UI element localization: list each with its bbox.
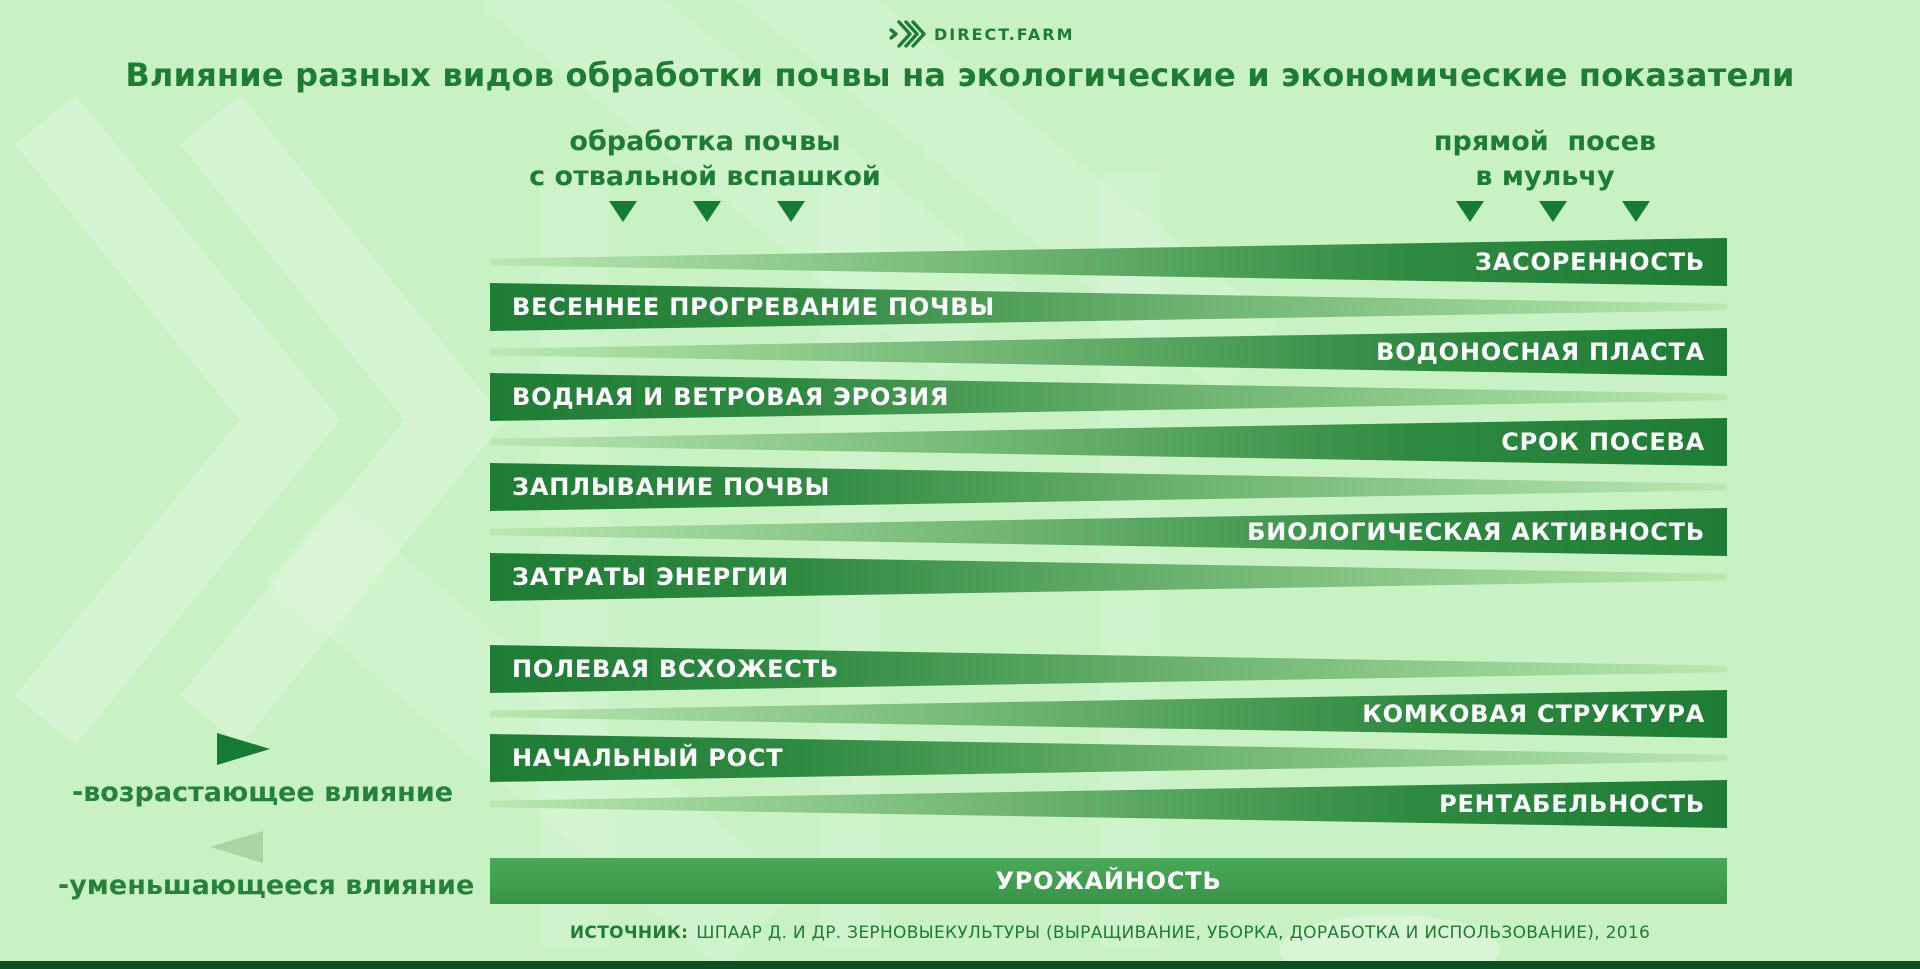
indicator-label: ВОДНАЯ И ВЕТРОВАЯ ЭРОЗИЯ (512, 383, 950, 411)
increasing-influence-label: -возрастающее влияние (72, 777, 454, 808)
indicator-wedge-zasorennost: ЗАСОРЕННОСТЬ (490, 238, 1727, 286)
indicator-wedge-komkovaya-struktura: КОМКОВАЯ СТРУКТУРА (490, 690, 1727, 738)
down-triangle-icon (1456, 201, 1484, 222)
left-header-arrows (609, 201, 805, 222)
footer-strip (0, 961, 1920, 969)
left-column-header-line2: с отвальной вспашкой (529, 161, 881, 192)
decreasing-influence-label: -уменьшающееся влияние (58, 870, 475, 901)
down-triangle-icon (693, 201, 721, 222)
down-triangle-icon (609, 201, 637, 222)
indicator-label: ЗАСОРЕННОСТЬ (1474, 248, 1705, 276)
indicator-wedge-vodnaya-erozia: ВОДНАЯ И ВЕТРОВАЯ ЭРОЗИЯ (490, 373, 1727, 421)
brand-logo-text: DIRECT.FARM (934, 24, 1075, 44)
right-header-arrows (1456, 201, 1650, 222)
indicator-wedge-biologicheskaya-aktivnost: БИОЛОГИЧЕСКАЯ АКТИВНОСТЬ (490, 508, 1727, 556)
indicator-wedge-zaplyvanie-pochvy: ЗАПЛЫВАНИЕ ПОЧВЫ (490, 463, 1727, 511)
source-text: ШПААР Д. И ДР. ЗЕРНОВЫЕКУЛЬТУРЫ (ВЫРАЩИВ… (696, 923, 1651, 943)
indicator-wedge-vodonosnaya-plasta: ВОДОНОСНАЯ ПЛАСТА (490, 328, 1727, 376)
indicator-label: СРОК ПОСЕВА (1501, 428, 1705, 456)
indicator-label: НАЧАЛЬНЫЙ РОСТ (512, 744, 784, 772)
right-column-header-line2: в мульчу (1475, 161, 1615, 192)
down-triangle-icon (777, 201, 805, 222)
indicator-label: ЗАПЛЫВАНИЕ ПОЧВЫ (512, 473, 831, 501)
left-column-header-line1: обработка почвы (569, 126, 841, 157)
source-line: ИСТОЧНИК: ШПААР Д. И ДР. ЗЕРНОВЫЕКУЛЬТУРЫ… (480, 923, 1740, 943)
indicator-wedge-polevaya-vskhozhest: ПОЛЕВАЯ ВСХОЖЕСТЬ (490, 645, 1727, 693)
indicator-wedge-zatraty-energii: ЗАТРАТЫ ЭНЕРГИИ (490, 553, 1727, 601)
indicator-bar-urozhaynost: УРОЖАЙНОСТЬ (490, 858, 1727, 904)
indicator-wedge-vesennee-progrevanie: ВЕСЕННЕЕ ПРОГРЕВАНИЕ ПОЧВЫ (490, 283, 1727, 331)
left-column-header: обработка почвы с отвальной вспашкой (470, 124, 940, 194)
indicator-label: КОМКОВАЯ СТРУКТУРА (1362, 700, 1705, 728)
chevrons-icon (889, 20, 926, 48)
indicator-label: ВОДОНОСНАЯ ПЛАСТА (1376, 338, 1705, 366)
down-triangle-icon (1622, 201, 1650, 222)
indicator-label: ЗАТРАТЫ ЭНЕРГИИ (512, 563, 789, 591)
indicator-label: РЕНТАБЕЛЬНОСТЬ (1439, 790, 1705, 818)
right-column-header: прямой посев в мульчу (1330, 124, 1760, 194)
indicator-label: ВЕСЕННЕЕ ПРОГРЕВАНИЕ ПОЧВЫ (512, 293, 995, 321)
indicator-wedge-rentabelnost: РЕНТАБЕЛЬНОСТЬ (490, 780, 1727, 828)
indicator-wedge-srok-poseva: СРОК ПОСЕВА (490, 418, 1727, 466)
page-title: Влияние разных видов обработки почвы на … (125, 56, 1795, 94)
source-label: ИСТОЧНИК: (569, 923, 689, 943)
indicator-label: ПОЛЕВАЯ ВСХОЖЕСТЬ (512, 655, 839, 683)
brand-logo: DIRECT.FARM (888, 18, 1075, 50)
decreasing-influence-triangle-icon (210, 831, 263, 863)
down-triangle-icon (1539, 201, 1567, 222)
right-column-header-line1: прямой посев (1433, 126, 1657, 157)
indicator-label: УРОЖАЙНОСТЬ (995, 867, 1222, 895)
indicator-wedge-nachalny-rost: НАЧАЛЬНЫЙ РОСТ (490, 734, 1727, 782)
indicator-label: БИОЛОГИЧЕСКАЯ АКТИВНОСТЬ (1247, 518, 1705, 546)
increasing-influence-triangle-icon (217, 733, 270, 765)
